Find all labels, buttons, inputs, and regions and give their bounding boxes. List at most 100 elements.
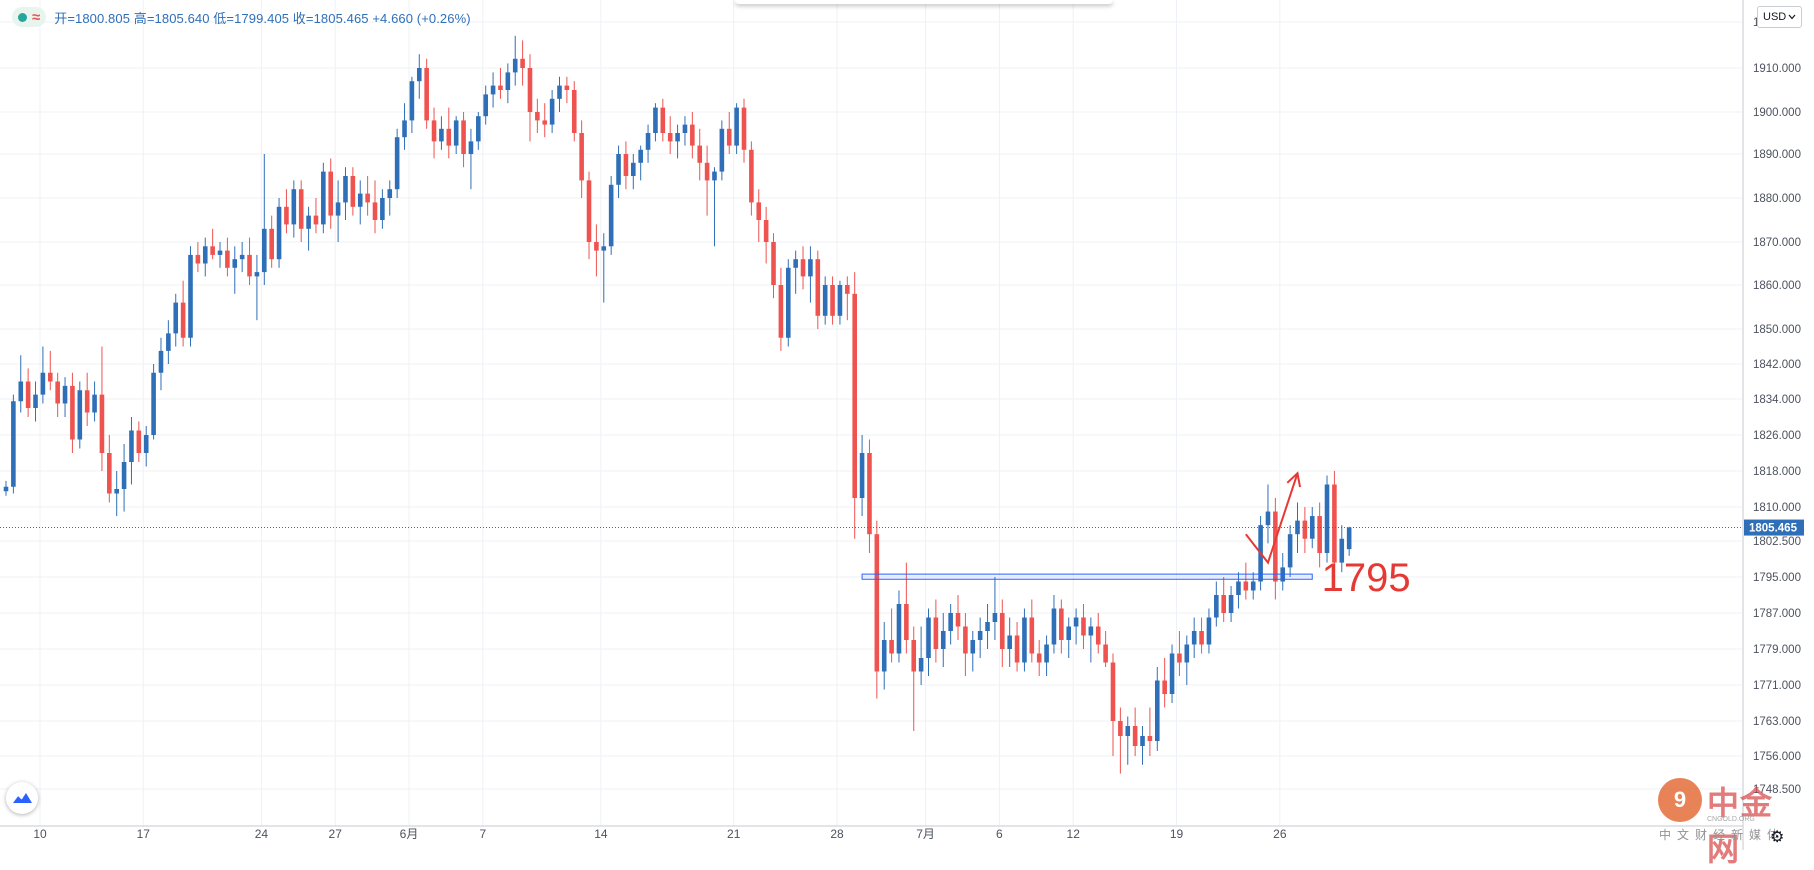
- gear-icon[interactable]: ⚙: [1770, 829, 1785, 846]
- candle-body: [837, 285, 843, 316]
- current-price-label: 1805.465: [1749, 523, 1798, 535]
- projection-arrow[interactable]: [1245, 472, 1299, 565]
- currency-button[interactable]: USD: [1757, 6, 1803, 28]
- time-axis[interactable]: 10 17 24 27 6月 7 14 21 28 7月 6 12 19 26: [0, 825, 1743, 841]
- candle-body: [822, 285, 828, 316]
- candle-body: [1184, 644, 1190, 663]
- candle-body: [963, 626, 968, 654]
- price-tick-label: 1818.000: [1753, 466, 1801, 478]
- tradingview-logo-button[interactable]: [6, 782, 38, 814]
- price-tick-label: 1880.000: [1753, 193, 1801, 205]
- candle-body: [867, 453, 872, 535]
- candle-body: [948, 613, 953, 631]
- time-tick-label: 14: [594, 827, 608, 841]
- candle-body: [933, 617, 939, 649]
- candle-body: [571, 90, 577, 133]
- candle-body: [173, 302, 179, 334]
- candle-body: [47, 372, 53, 382]
- candle-body: [1081, 617, 1086, 636]
- candle-body: [904, 604, 909, 640]
- candle-body: [1073, 617, 1079, 627]
- price-tick-label: 1870.000: [1753, 237, 1801, 249]
- chart-area[interactable]: 1795 1920.0001910.0001900.0001890.000188…: [0, 0, 1814, 850]
- candle-body: [940, 631, 946, 649]
- green-dot-icon: [18, 12, 27, 22]
- candle-body: [262, 228, 267, 273]
- arrow-head: [1286, 471, 1302, 488]
- time-tick-label: 7: [479, 827, 486, 841]
- candle-body: [749, 149, 754, 203]
- candlestick-chart[interactable]: 1795 1920.0001910.0001900.0001890.000188…: [0, 0, 1814, 850]
- candle-body: [852, 293, 857, 498]
- candle-body: [1236, 581, 1241, 595]
- candle-body: [1132, 726, 1138, 746]
- candle-body: [1346, 527, 1352, 550]
- candle-body: [1243, 581, 1249, 591]
- candle-body: [638, 149, 643, 163]
- candle-body: [380, 198, 385, 220]
- candle-body: [483, 94, 488, 117]
- candle-body: [734, 107, 739, 146]
- price-tick-label: 1779.000: [1753, 644, 1801, 656]
- ohlc-values: 开=1800.805 高=1805.640 低=1799.405 收=1805.…: [54, 10, 471, 26]
- candle-body: [793, 259, 798, 268]
- candle-body: [328, 171, 334, 216]
- candle-body: [800, 259, 806, 277]
- candle-body: [40, 372, 46, 395]
- candle-body: [535, 112, 540, 121]
- candle-body: [313, 215, 319, 225]
- price-tick-label: 1826.000: [1753, 430, 1801, 442]
- support-zone-rectangle[interactable]: [861, 573, 1313, 580]
- price-tick-label: 1756.000: [1753, 751, 1801, 763]
- candle-body: [143, 435, 149, 453]
- candle-body: [586, 180, 592, 242]
- candle-body: [136, 430, 142, 453]
- candle-body: [549, 98, 555, 125]
- candle-body: [350, 176, 356, 207]
- candle-body: [195, 254, 201, 264]
- candle-body: [306, 215, 311, 229]
- candle-body: [461, 120, 466, 154]
- time-tick-label: 17: [137, 827, 151, 841]
- candle-body: [992, 613, 998, 622]
- time-tick-label: 6月: [400, 827, 419, 841]
- candle-body: [697, 145, 703, 163]
- status-pill[interactable]: ≈: [12, 7, 47, 27]
- price-tick-label: 1787.000: [1753, 608, 1801, 620]
- drawings-layer[interactable]: 1795: [0, 471, 1743, 600]
- candle-body: [409, 81, 415, 121]
- support-level-label[interactable]: 1795: [1322, 556, 1411, 600]
- candle-body: [726, 128, 732, 146]
- candle-body: [70, 385, 75, 440]
- candle-body: [1214, 595, 1219, 618]
- chart-grid: [0, 0, 1742, 826]
- candle-body: [276, 206, 282, 260]
- candle-body: [18, 381, 24, 402]
- candle-body: [202, 246, 208, 264]
- candle-body: [660, 107, 666, 133]
- candle-body: [225, 250, 230, 268]
- time-tick-label: 21: [727, 827, 741, 841]
- price-tick-label: 1900.000: [1753, 107, 1801, 119]
- candle-body: [1051, 608, 1057, 645]
- candle-body: [1221, 595, 1226, 613]
- candle-body: [166, 333, 171, 351]
- candle-body: [107, 453, 112, 494]
- candle-body: [239, 254, 245, 260]
- candle-body: [756, 202, 762, 220]
- candle-body: [859, 453, 865, 498]
- candle-body: [210, 246, 215, 255]
- currency-label: USD: [1763, 11, 1787, 23]
- candle-body: [889, 640, 894, 654]
- candle-body: [453, 120, 459, 146]
- candle-body: [55, 381, 60, 404]
- candle-body: [1191, 631, 1197, 645]
- watermark-title: 中金网: [1707, 784, 1774, 868]
- candle-body: [1250, 581, 1256, 591]
- symbol-legend: ≈ 开=1800.805 高=1805.640 低=1799.405 收=180…: [12, 6, 471, 28]
- candle-body: [1066, 626, 1072, 640]
- candle-body: [33, 394, 38, 408]
- wave-icon: ≈: [32, 8, 41, 26]
- candle-body: [11, 401, 16, 487]
- candle-body: [1162, 680, 1167, 694]
